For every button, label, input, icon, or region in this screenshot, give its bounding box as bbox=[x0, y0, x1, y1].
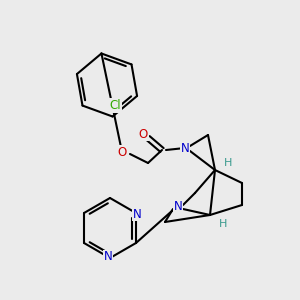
Text: N: N bbox=[181, 142, 189, 154]
Text: N: N bbox=[174, 200, 182, 214]
Text: N: N bbox=[133, 208, 141, 220]
Text: N: N bbox=[103, 250, 112, 263]
Text: Cl: Cl bbox=[110, 99, 122, 112]
Text: O: O bbox=[117, 146, 127, 158]
Text: H: H bbox=[224, 158, 232, 168]
Text: H: H bbox=[219, 219, 227, 229]
Text: O: O bbox=[138, 128, 148, 140]
